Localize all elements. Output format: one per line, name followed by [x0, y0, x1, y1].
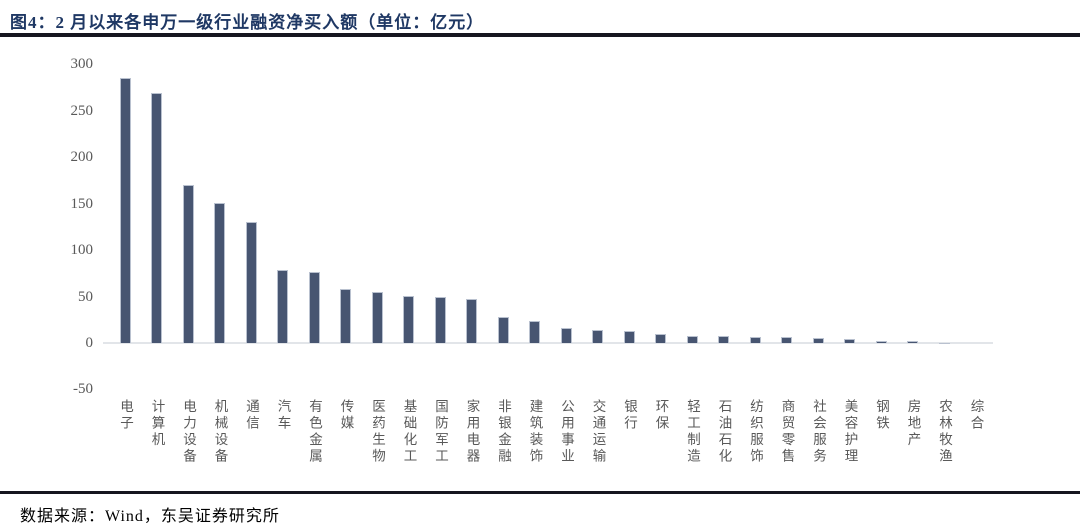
x-tick-label: 基础化工 — [401, 399, 417, 465]
bar — [592, 329, 603, 343]
bar — [749, 337, 761, 343]
bar — [938, 342, 950, 344]
bar — [686, 335, 698, 343]
x-tick-label: 社会服务 — [811, 399, 826, 465]
x-tick-label: 房地产 — [905, 399, 921, 449]
x-tick-label: 石油石化 — [716, 399, 732, 465]
data-source: 数据来源：Wind，东吴证券研究所 — [20, 508, 280, 525]
bar — [655, 333, 666, 343]
bar — [308, 272, 320, 343]
y-tick-label: 0 — [85, 335, 94, 351]
bar — [623, 330, 635, 343]
x-tick-label: 纺织服饰 — [748, 399, 763, 465]
x-tick-label: 传媒 — [338, 399, 354, 432]
y-tick-label: 200 — [70, 149, 94, 166]
bar — [844, 339, 855, 343]
x-tick-label: 计算机 — [149, 399, 165, 449]
title-divider — [0, 33, 1080, 37]
x-tick-label: 商贸零售 — [779, 399, 795, 465]
y-tick-label: 150 — [70, 195, 94, 212]
bar — [214, 202, 225, 343]
x-axis-line — [103, 342, 993, 344]
x-tick-label: 汽车 — [275, 399, 291, 432]
x-tick-label: 电力设备 — [181, 399, 196, 465]
x-tick-label: 钢铁 — [874, 399, 889, 432]
bar — [245, 222, 257, 343]
x-tick-label: 银行 — [622, 399, 637, 432]
y-tick-label: 300 — [70, 56, 94, 73]
x-tick-label: 国防军工 — [433, 399, 448, 465]
bar — [466, 299, 477, 343]
bar — [119, 78, 131, 343]
figure-title: 图4：2 月以来各申万一级行业融资净买入额（单位：亿元） — [10, 13, 485, 32]
y-tick-label: 250 — [70, 102, 94, 119]
bar — [434, 296, 446, 343]
bar — [403, 295, 414, 343]
bar — [340, 289, 351, 343]
bar — [718, 336, 729, 343]
x-tick-label: 轻工制造 — [685, 399, 700, 465]
bar-chart: 300 250 200 150 100 50 0 -50 电子 计算机 电力设备 机械设备 通信 汽车 有色… — [70, 56, 993, 465]
x-tick-label: 非银金融 — [496, 399, 511, 465]
x-tick-label: 交通运输 — [590, 399, 606, 465]
bar — [497, 316, 509, 343]
x-tick-label: 有色金属 — [307, 399, 322, 465]
bar — [371, 291, 383, 343]
y-tick-label: 50 — [78, 288, 93, 305]
bar — [182, 185, 194, 343]
bar — [277, 269, 288, 343]
y-tick-label: -50 — [73, 381, 93, 398]
x-tick-label: 综合 — [968, 399, 984, 432]
y-tick-label: 100 — [70, 242, 94, 259]
x-tick-label: 机械设备 — [212, 399, 228, 465]
footer-divider — [0, 491, 1080, 494]
x-tick-label: 环保 — [653, 399, 669, 432]
bar — [529, 320, 540, 343]
bar — [875, 341, 887, 343]
x-tick-label: 医药生物 — [370, 399, 385, 465]
x-tick-label: 家用电器 — [464, 399, 480, 465]
bar — [781, 337, 792, 343]
x-tick-label: 建筑装饰 — [527, 399, 543, 465]
x-tick-label: 通信 — [244, 399, 259, 432]
x-tick-label: 美容护理 — [842, 399, 858, 465]
x-tick-label: 公用事业 — [559, 399, 574, 465]
x-tick-label: 农林牧渔 — [937, 399, 952, 465]
bar — [812, 338, 824, 343]
bar — [151, 93, 162, 343]
bar — [907, 341, 918, 343]
x-tick-label: 电子 — [118, 399, 133, 432]
bar — [560, 328, 572, 343]
